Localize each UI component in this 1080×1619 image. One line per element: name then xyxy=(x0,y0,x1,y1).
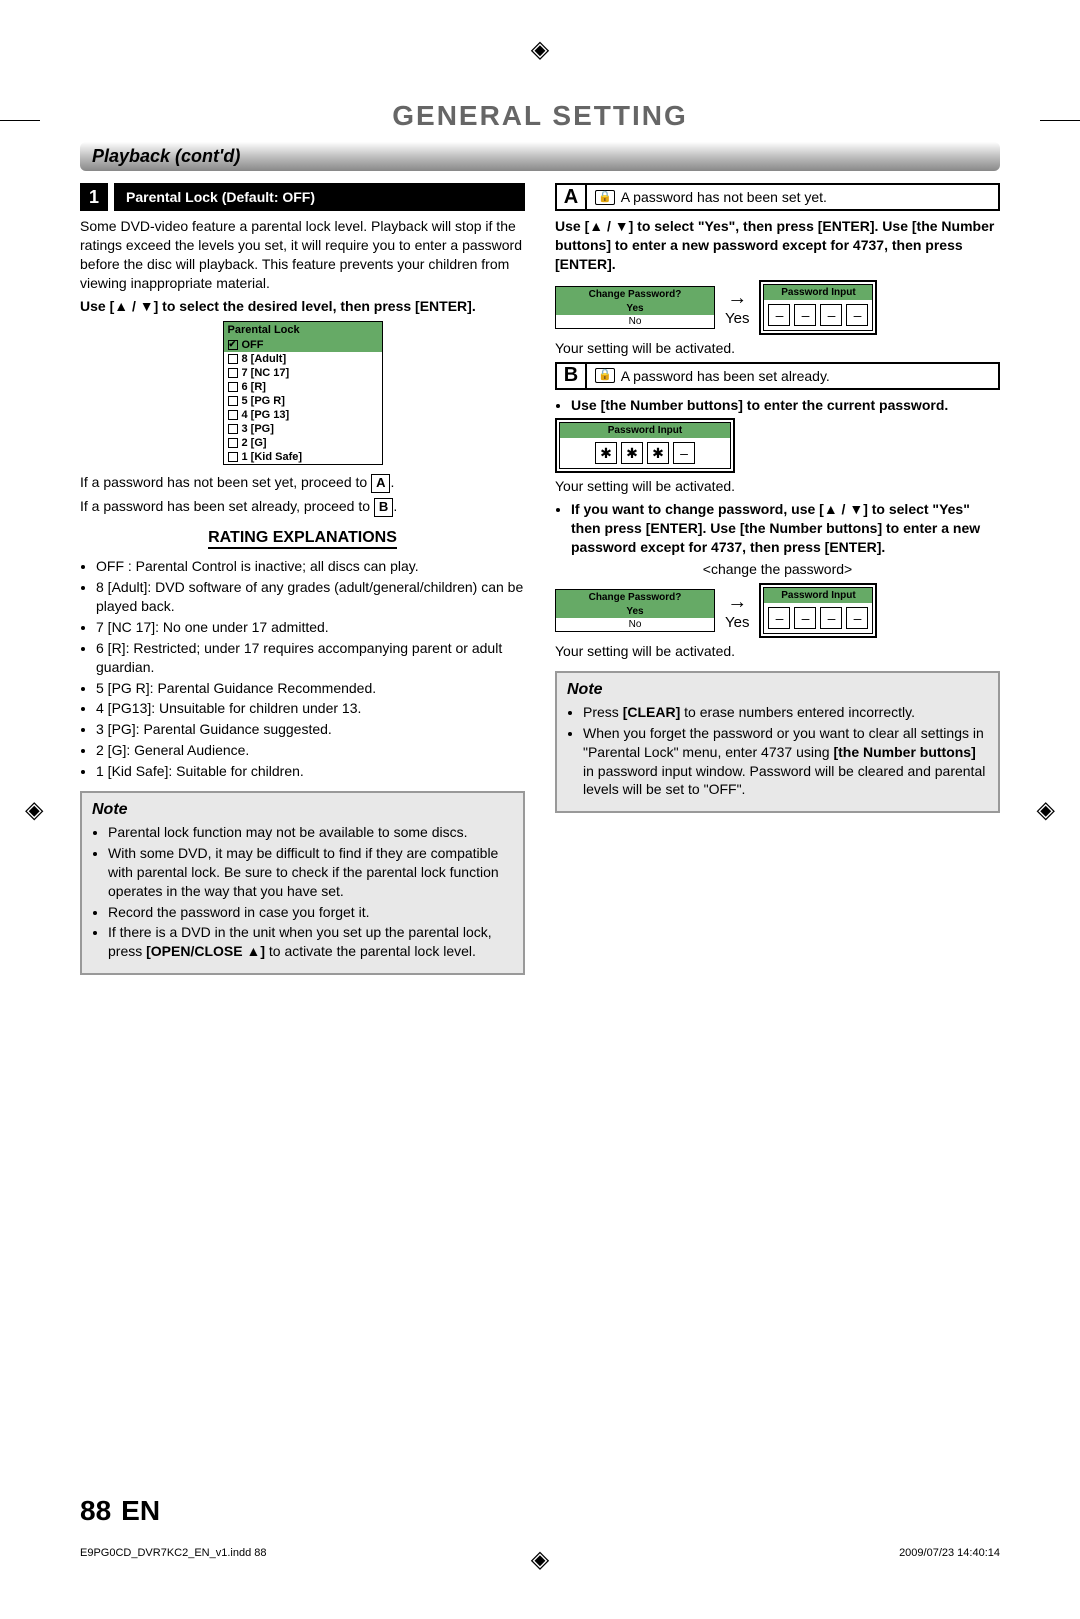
menu-item: OFF xyxy=(224,338,382,352)
menu-item: 7 [NC 17] xyxy=(224,366,382,380)
menu-item: 2 [G] xyxy=(224,436,382,450)
intro-text: Some DVD-video feature a parental lock l… xyxy=(80,217,525,293)
parental-lock-menu: Parental Lock OFF8 [Adult]7 [NC 17]6 [R]… xyxy=(223,321,383,465)
password-input-frame-b: Password Input –––– xyxy=(759,583,877,638)
password-input-b: Password Input ✱✱✱– xyxy=(555,418,735,473)
dialog-row-b: Change Password? Yes No → Yes Password I… xyxy=(555,583,1000,638)
arrow-icon: → xyxy=(727,287,747,310)
arrow-label-b: Yes xyxy=(725,614,749,631)
a-instruction: Use [▲ / ▼] to select "Yes", then press … xyxy=(555,217,1000,274)
right-column: A 🔒 A password has not been set yet. Use… xyxy=(555,183,1000,975)
page-footer: 88 EN xyxy=(80,1495,1000,1527)
menu-item: 4 [PG 13] xyxy=(224,408,382,422)
b-text: A password has been set already. xyxy=(621,368,830,384)
note-item: Record the password in case you forget i… xyxy=(108,903,513,922)
instruction-text: Use [▲ / ▼] to select the desired level,… xyxy=(80,297,525,316)
page-title: GENERAL SETTING xyxy=(80,100,1000,132)
note-box-left: Note Parental lock function may not be a… xyxy=(80,791,525,975)
menu-item: 8 [Adult] xyxy=(224,352,382,366)
menu-item: 5 [PG R] xyxy=(224,394,382,408)
rating-heading: RATING EXPLANATIONS xyxy=(208,529,397,549)
rating-item: 5 [PG R]: Parental Guidance Recommended. xyxy=(96,679,525,698)
rating-item: 7 [NC 17]: No one under 17 admitted. xyxy=(96,618,525,637)
note-item: If there is a DVD in the unit when you s… xyxy=(108,923,513,961)
rating-item: 3 [PG]: Parental Guidance suggested. xyxy=(96,720,525,739)
change-password-dialog-b: Change Password? Yes No xyxy=(555,589,715,632)
b-instruction-1: Use [the Number buttons] to enter the cu… xyxy=(555,396,1000,415)
note-item: Parental lock function may not be availa… xyxy=(108,823,513,842)
registration-mark-bottom: ◈ xyxy=(531,1545,549,1574)
step-label: Parental Lock (Default: OFF) xyxy=(114,183,525,211)
note-item: With some DVD, it may be difficult to fi… xyxy=(108,844,513,901)
proceed-b-line: If a password has been set already, proc… xyxy=(80,497,525,517)
menu-item: 1 [Kid Safe] xyxy=(224,450,382,464)
activated-b1: Your setting will be activated. xyxy=(555,477,1000,496)
lock-icon: 🔒 xyxy=(595,190,615,205)
lock-icon: 🔒 xyxy=(595,368,615,383)
note-item: When you forget the password or you want… xyxy=(583,724,988,800)
ratings-list: OFF : Parental Control is inactive; all … xyxy=(80,557,525,781)
activated-a: Your setting will be activated. xyxy=(555,339,1000,358)
change-password-dialog: Change Password? Yes No xyxy=(555,286,715,329)
b-instruction-2: If you want to change password, use [▲ /… xyxy=(555,500,1000,557)
step-number: 1 xyxy=(80,183,108,211)
a-text: A password has not been set yet. xyxy=(621,189,827,205)
section-header: Playback (cont'd) xyxy=(80,142,1000,171)
change-caption: <change the password> xyxy=(555,561,1000,577)
dialog-row-a: Change Password? Yes No → Yes Password I… xyxy=(555,280,1000,335)
note-title-r: Note xyxy=(567,681,988,699)
note-box-right: Note Press [CLEAR] to erase numbers ente… xyxy=(555,671,1000,813)
ab-letter-a: A xyxy=(557,185,587,209)
password-input-frame: Password Input –––– xyxy=(759,280,877,335)
crop-mark xyxy=(0,120,40,121)
box-a: A 🔒 A password has not been set yet. xyxy=(555,183,1000,211)
arrow-label: Yes xyxy=(725,310,749,327)
meta-date: 2009/07/23 14:40:14 xyxy=(899,1547,1000,1559)
box-letter-b: B xyxy=(374,498,393,517)
rating-item: 2 [G]: General Audience. xyxy=(96,741,525,760)
registration-mark-left: ◈ xyxy=(25,795,43,824)
rating-item: 4 [PG13]: Unsuitable for children under … xyxy=(96,699,525,718)
rating-item: OFF : Parental Control is inactive; all … xyxy=(96,557,525,576)
rating-item: 6 [R]: Restricted; under 17 requires acc… xyxy=(96,639,525,677)
note-list-r: Press [CLEAR] to erase numbers entered i… xyxy=(567,703,988,799)
ab-letter-b: B xyxy=(557,364,587,388)
box-b: B 🔒 A password has been set already. xyxy=(555,362,1000,390)
menu-header: Parental Lock xyxy=(224,322,382,338)
note-list: Parental lock function may not be availa… xyxy=(92,823,513,961)
left-column: 1 Parental Lock (Default: OFF) Some DVD-… xyxy=(80,183,525,975)
registration-mark-right: ◈ xyxy=(1037,795,1055,824)
box-letter-a: A xyxy=(371,474,390,493)
rating-item: 1 [Kid Safe]: Suitable for children. xyxy=(96,762,525,781)
page-lang: EN xyxy=(121,1495,160,1527)
note-title: Note xyxy=(92,801,513,819)
registration-mark-top: ◈ xyxy=(531,35,549,64)
menu-item: 3 [PG] xyxy=(224,422,382,436)
arrow-icon: → xyxy=(727,591,747,614)
note-item: Press [CLEAR] to erase numbers entered i… xyxy=(583,703,988,722)
activated-b2: Your setting will be activated. xyxy=(555,642,1000,661)
crop-mark xyxy=(1040,120,1080,121)
proceed-a-line: If a password has not been set yet, proc… xyxy=(80,473,525,493)
page-number: 88 xyxy=(80,1495,111,1527)
menu-item: 6 [R] xyxy=(224,380,382,394)
meta-file: E9PG0CD_DVR7KC2_EN_v1.indd 88 xyxy=(80,1547,267,1559)
rating-item: 8 [Adult]: DVD software of any grades (a… xyxy=(96,578,525,616)
